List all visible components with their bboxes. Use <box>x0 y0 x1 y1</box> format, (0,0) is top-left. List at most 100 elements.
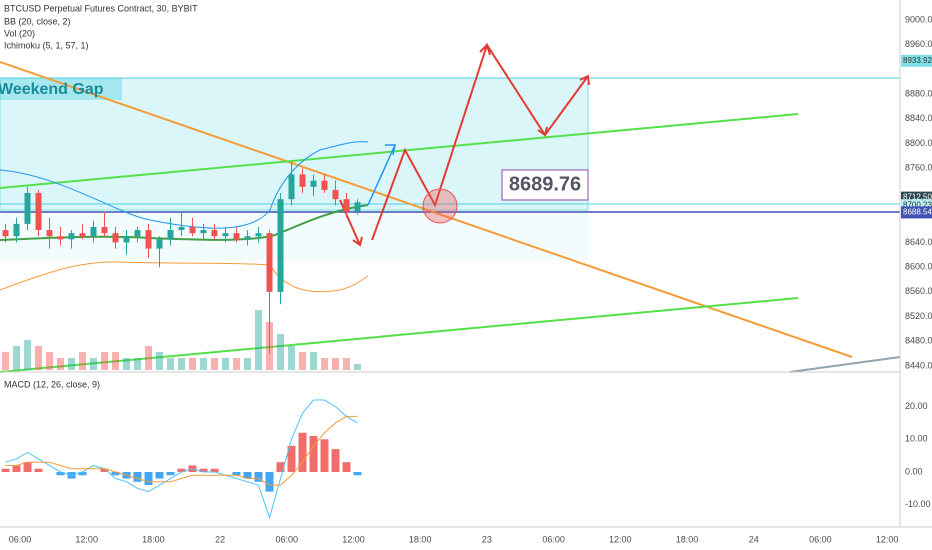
histogram-bar <box>177 468 186 472</box>
price-label-bg <box>901 54 932 67</box>
volume-bar <box>156 352 163 370</box>
histogram-bar <box>298 432 307 472</box>
x-tick-label: 22 <box>215 534 225 544</box>
volume-bar <box>167 358 174 370</box>
x-tick-label: 06:00 <box>276 534 299 544</box>
candle-body <box>222 233 229 237</box>
histogram-bar <box>144 472 153 486</box>
candle-body <box>156 239 163 249</box>
candle-body <box>211 230 218 237</box>
histogram-bar <box>111 472 120 476</box>
legend-item: MACD (12, 26, close, 9) <box>4 379 100 389</box>
histogram-bar <box>276 462 285 472</box>
y-tick-label: 8800.00 <box>905 138 932 148</box>
volume-bar <box>145 346 152 370</box>
y-tick-label: 8440.00 <box>905 360 932 370</box>
channel-line <box>0 297 799 373</box>
volume-bar <box>35 346 42 370</box>
x-tick-label: 12:00 <box>876 534 899 544</box>
x-tick-label: 06:00 <box>9 534 32 544</box>
y-tick-label: 8840.00 <box>905 113 932 123</box>
volume-bar <box>277 334 284 370</box>
y-tick-label: 8520.00 <box>905 311 932 321</box>
candle-body <box>299 174 306 187</box>
signal-line <box>5 415 358 486</box>
volume-bar <box>211 358 218 370</box>
volume-bar <box>299 352 306 370</box>
volume-bar <box>2 352 9 370</box>
y-tick-label: 8560.00 <box>905 286 932 296</box>
marker <box>422 188 458 224</box>
legend-item: BB (20, close, 2) <box>4 16 71 26</box>
x-tick-label: 18:00 <box>676 534 699 544</box>
y-tick-label: 8480.00 <box>905 336 932 346</box>
candle-body <box>310 180 317 187</box>
price-note-box <box>501 169 589 201</box>
arrow <box>339 42 590 247</box>
volume-bar <box>310 352 317 370</box>
histogram-bar <box>287 445 296 472</box>
candle-body <box>79 233 86 237</box>
candle-body <box>343 199 350 212</box>
y-tick-label: 8640.00 <box>905 237 932 247</box>
channel-line <box>0 113 799 189</box>
histogram-bar <box>23 462 32 472</box>
x-tick-label: 24 <box>749 534 759 544</box>
volume-bar <box>68 358 75 370</box>
candle-body <box>354 202 361 212</box>
y-tick-label: -10.00 <box>905 499 931 509</box>
volume-bar <box>189 358 196 370</box>
histogram-bar <box>320 439 329 472</box>
candle-body <box>68 233 75 240</box>
y-tick-label: 8760.00 <box>905 163 932 173</box>
candle-body <box>46 230 53 237</box>
legend-title: BTCUSD Perpetual Futures Contract, 30, B… <box>4 3 198 13</box>
price-note: 8689.76 <box>509 173 581 195</box>
histogram-bar <box>210 468 219 472</box>
volume-bar <box>255 310 262 370</box>
candle-body <box>2 230 9 237</box>
volume-bar <box>24 340 31 370</box>
histogram-bar <box>155 472 164 479</box>
candle-body <box>167 230 174 240</box>
candle-body <box>288 174 295 200</box>
candle-body <box>134 230 141 237</box>
volume-bar <box>13 346 20 370</box>
price-label: 8712.50 <box>903 193 932 202</box>
y-tick-label: 8880.00 <box>905 89 932 99</box>
price-label: 8688.54 <box>903 208 932 217</box>
histogram-bar <box>254 472 263 482</box>
histogram-bar <box>342 462 351 472</box>
candle-body <box>178 226 185 231</box>
candle-body <box>189 226 196 234</box>
volume-bar <box>46 352 53 370</box>
candle-body <box>13 223 20 237</box>
volume-bar <box>233 358 240 370</box>
candle-body <box>332 189 339 200</box>
y-tick-label: 8960.00 <box>905 39 932 49</box>
volume-bar <box>101 352 108 370</box>
histogram-bar <box>309 436 318 472</box>
volume-bar <box>354 364 361 370</box>
candle-body <box>112 233 119 243</box>
trend-line <box>0 61 853 358</box>
y-tick-label: 0.00 <box>905 466 923 476</box>
trend-line <box>789 356 901 373</box>
y-tick-label: 9000.00 <box>905 14 932 24</box>
bb-lower <box>0 261 369 293</box>
volume-bar <box>222 358 229 370</box>
histogram-bar <box>1 468 10 472</box>
candle-body <box>24 193 31 224</box>
candle-body <box>35 193 42 231</box>
volume-bar <box>178 358 185 370</box>
histogram-bar <box>78 472 87 476</box>
volume-bar <box>244 358 251 370</box>
x-tick-label: 12:00 <box>609 534 632 544</box>
candle-body <box>123 236 130 243</box>
histogram-bar <box>100 468 109 472</box>
y-tick-label: 10.00 <box>905 434 928 444</box>
histogram-bar <box>353 472 362 476</box>
candle-body <box>266 233 273 292</box>
candle-body <box>101 226 108 234</box>
